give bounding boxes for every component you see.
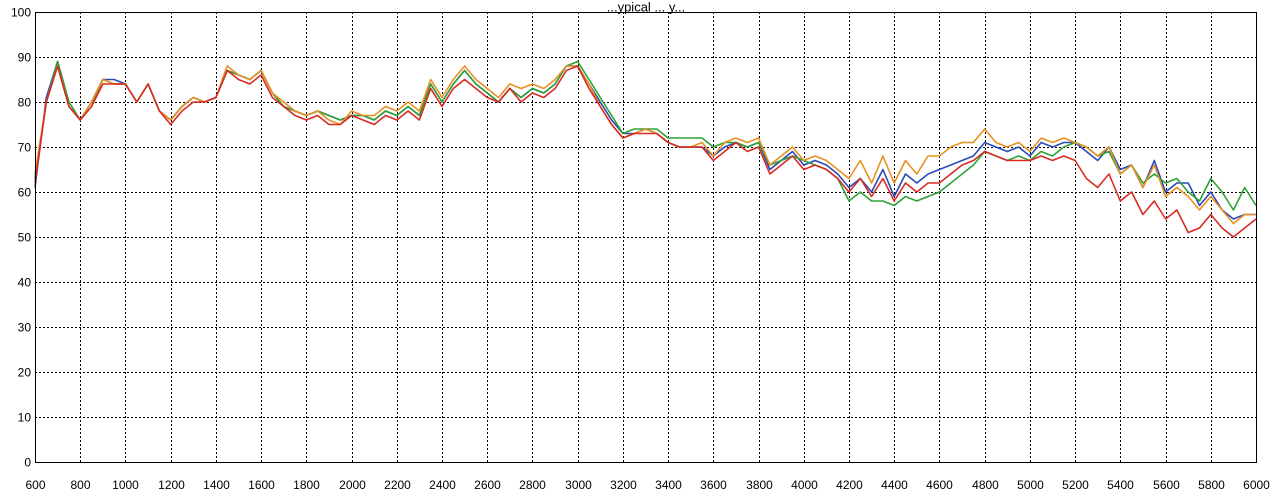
- x-tick-label: 1400: [203, 478, 230, 492]
- y-tick-label: 10: [18, 411, 32, 425]
- x-tick-label: 6000: [1243, 478, 1270, 492]
- y-tick-label: 90: [18, 51, 32, 65]
- x-tick-label: 2400: [429, 478, 456, 492]
- x-tick-label: 1800: [293, 478, 320, 492]
- y-tick-label: 80: [18, 96, 32, 110]
- plot-frame: [35, 12, 1257, 463]
- x-tick-label: 3000: [565, 478, 592, 492]
- x-tick-label: 3200: [610, 478, 637, 492]
- series-line-3: [34, 65, 1256, 225]
- x-tick-label: 5600: [1153, 478, 1180, 492]
- x-tick-label: 3600: [700, 478, 727, 492]
- series-line-2: [34, 60, 1257, 211]
- x-tick-label: 2800: [519, 478, 546, 492]
- grid: [35, 12, 1256, 462]
- x-tick-label: 2200: [384, 478, 411, 492]
- x-tick-label: 4000: [791, 478, 818, 492]
- x-tick-label: 4600: [926, 478, 953, 492]
- y-tick-label: 0: [24, 456, 31, 470]
- x-tick-label: 5800: [1198, 478, 1225, 492]
- x-tick-label: 1200: [158, 478, 185, 492]
- x-tick-label: 4200: [836, 478, 863, 492]
- x-tick-label: 2600: [474, 478, 501, 492]
- y-tick-label: 100: [11, 6, 31, 20]
- x-tick-label: 4400: [881, 478, 908, 492]
- series-line-4: [34, 65, 1257, 238]
- series-line-1: [34, 60, 1256, 220]
- x-tick-label: 3400: [655, 478, 682, 492]
- y-tick-label: 20: [18, 366, 32, 380]
- chart-title: ...ypical ... y...: [607, 0, 686, 14]
- y-tick-label: 60: [18, 186, 32, 200]
- x-tick-label: 5000: [1017, 478, 1044, 492]
- x-tick-label: 1600: [248, 478, 275, 492]
- x-tick-label: 600: [25, 478, 45, 492]
- y-tick-label: 30: [18, 321, 32, 335]
- x-tick-label: 1000: [112, 478, 139, 492]
- x-tick-label: 800: [70, 478, 90, 492]
- axes: 600 800 1000 1200 1400 1600 1800 2000 2200 2400 26…: [11, 6, 1270, 493]
- x-tick-label: 4800: [972, 478, 999, 492]
- series-group: [34, 60, 1257, 238]
- x-tick-label: 2000: [339, 478, 366, 492]
- x-tick-label: 5200: [1062, 478, 1089, 492]
- x-tick-label: 3800: [746, 478, 773, 492]
- y-tick-label: 40: [18, 276, 32, 290]
- x-tick-label: 5400: [1107, 478, 1134, 492]
- y-tick-label: 70: [18, 141, 32, 155]
- y-tick-label: 50: [18, 231, 32, 245]
